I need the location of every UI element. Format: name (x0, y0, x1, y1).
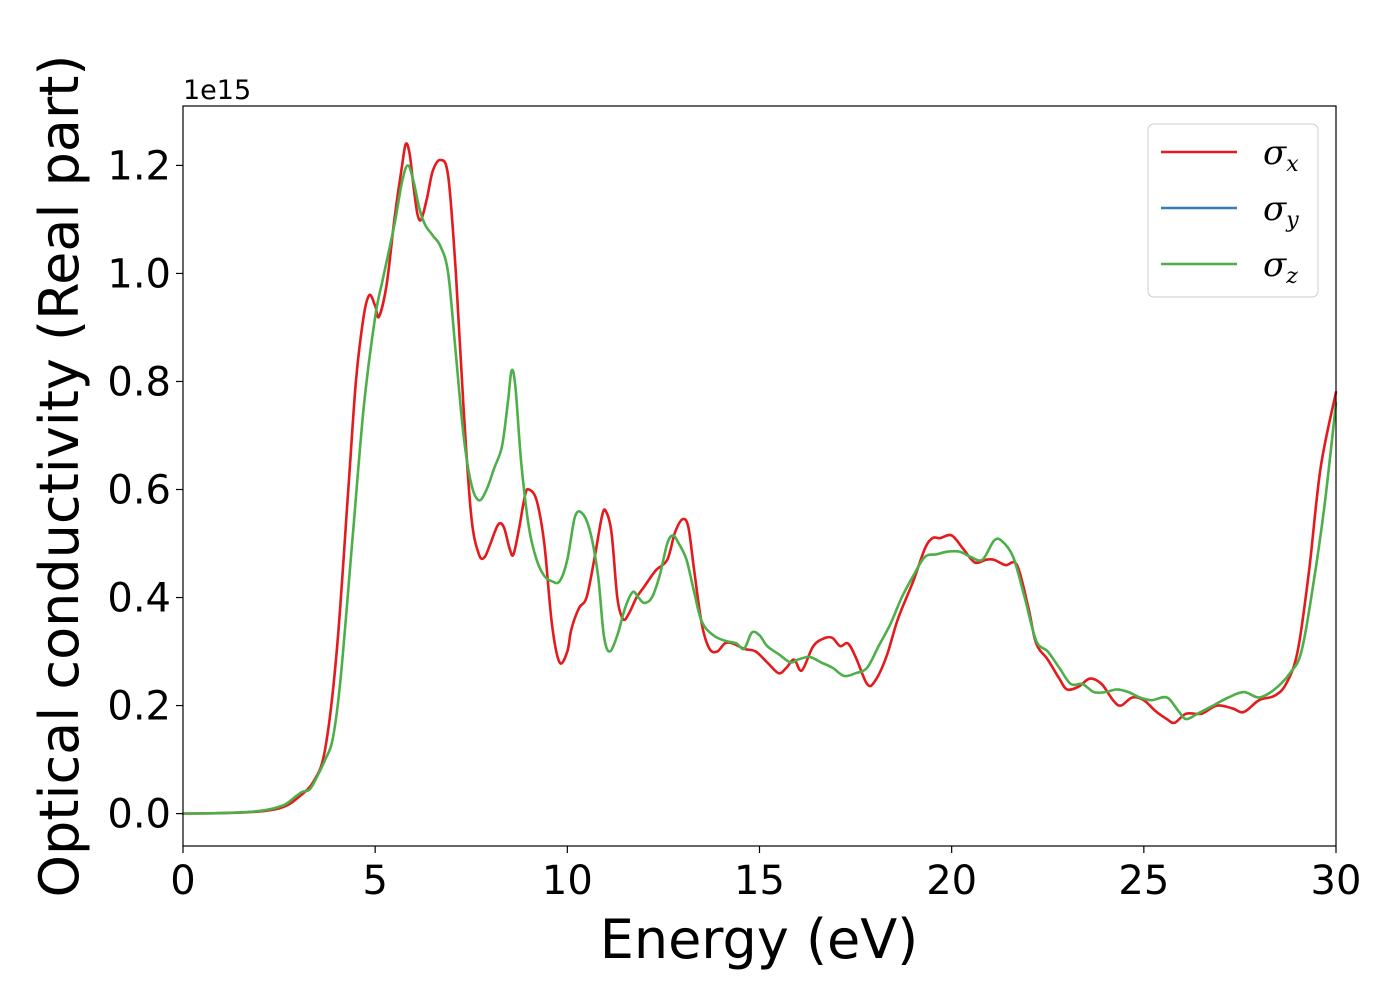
y-tick-label: 1.0 (107, 251, 171, 297)
series-line-x (181, 142, 1338, 815)
legend-label-z: σz (1263, 245, 1298, 289)
x-tick-label: 25 (1118, 858, 1169, 904)
x-tick-label: 5 (362, 858, 387, 904)
series-line-z (181, 164, 1338, 815)
x-axis: 0 5 10 15 20 25 30 (170, 846, 1361, 904)
x-tick-label: 30 (1311, 858, 1362, 904)
legend-box (1147, 123, 1319, 298)
y-tick-label: 0.8 (107, 359, 171, 405)
legend-label-x: σx (1263, 133, 1299, 177)
x-tick-label: 0 (170, 858, 195, 904)
legend: σx σy σz (1147, 123, 1319, 298)
x-tick-label: 10 (542, 858, 593, 904)
y-axis: 0.0 0.2 0.4 0.6 0.8 1.0 1.2 (107, 143, 183, 838)
x-tick-label: 20 (926, 858, 977, 904)
x-axis-title: Energy (eV) (600, 908, 919, 971)
y-tick-label: 0.6 (107, 468, 171, 514)
plot-lines (181, 142, 1338, 815)
x-tick-label: 15 (734, 858, 785, 904)
legend-label-y: σy (1263, 189, 1299, 233)
y-tick-label: 0.4 (107, 576, 171, 622)
y-tick-label: 1.2 (107, 143, 171, 189)
y-offset-label: 1e15 (183, 75, 251, 106)
y-tick-label: 0.0 (107, 792, 171, 838)
y-axis-title: Optical conductivity (Real part) (28, 55, 91, 898)
y-tick-label: 0.2 (107, 684, 171, 730)
